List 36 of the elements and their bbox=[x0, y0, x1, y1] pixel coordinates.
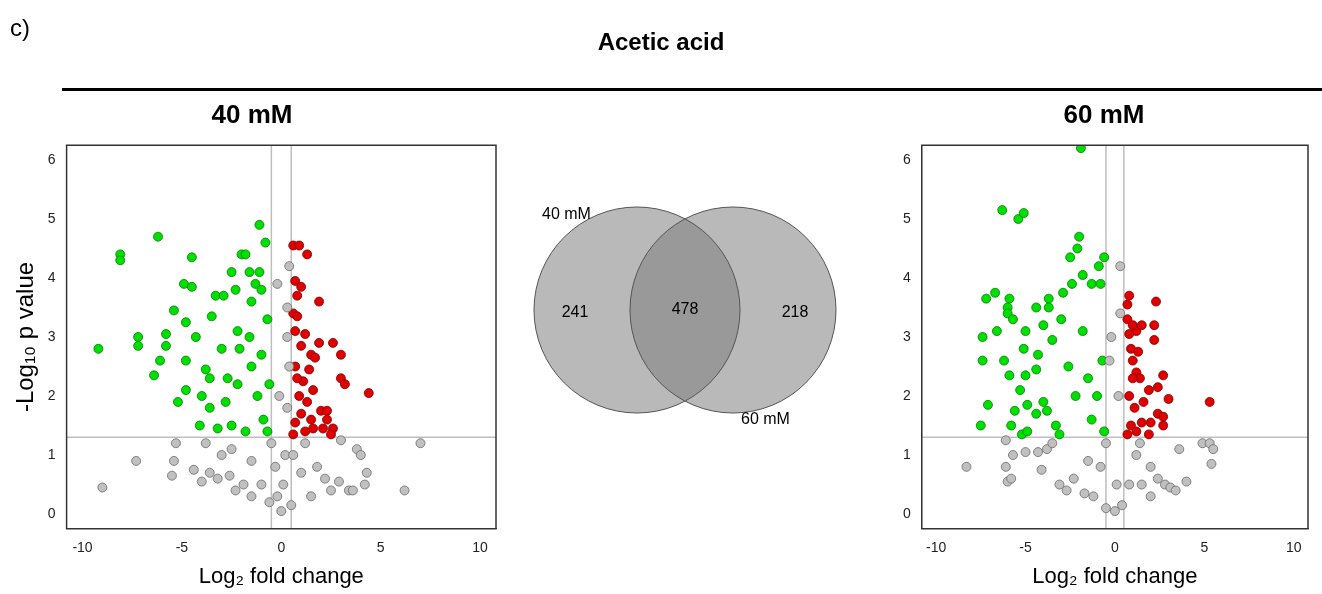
y-tick-label: 1 bbox=[902, 445, 911, 462]
data-label: 218 bbox=[781, 303, 809, 321]
x-tick-label: 0 bbox=[277, 539, 286, 556]
y-tick-label: 3 bbox=[47, 327, 56, 344]
text: Acetic acid bbox=[597, 28, 725, 55]
y-tick-label: 6 bbox=[902, 150, 911, 167]
y-tick-label: 5 bbox=[47, 209, 56, 226]
y-tick-label: 0 bbox=[902, 504, 911, 521]
y-tick-label: 0 bbox=[47, 504, 56, 521]
x-tick-label: -5 bbox=[1019, 539, 1032, 556]
x-tick-label: 0 bbox=[1110, 539, 1119, 556]
x-tick-label: -5 bbox=[175, 539, 189, 556]
y-tick-label: 3 bbox=[902, 327, 911, 344]
y-tick-label: 4 bbox=[902, 268, 911, 285]
chart-title: 40 mM bbox=[211, 98, 293, 129]
y-tick-label: 2 bbox=[47, 386, 56, 403]
x-tick-label: 5 bbox=[1200, 539, 1209, 556]
data-label: 478 bbox=[671, 300, 699, 318]
y-tick-label: 5 bbox=[902, 209, 911, 226]
y-tick-label: 1 bbox=[47, 445, 56, 462]
text: 40 mM bbox=[542, 205, 591, 223]
chart-title: 60 mM bbox=[1063, 98, 1145, 129]
y-tick-label: 4 bbox=[47, 268, 56, 285]
x-tick-label: -10 bbox=[925, 539, 947, 556]
text: 60 mM bbox=[741, 410, 790, 428]
x-axis-title: Log₂ fold change bbox=[198, 562, 364, 588]
x-tick-label: 10 bbox=[1285, 539, 1302, 556]
data-label: 241 bbox=[561, 303, 589, 321]
x-tick-label: 5 bbox=[376, 539, 385, 556]
x-axis-title: Log₂ fold change bbox=[1032, 562, 1198, 588]
y-axis-title: -Log₁₀ p value bbox=[11, 261, 39, 413]
text: c) bbox=[10, 14, 30, 42]
x-tick-label: -10 bbox=[72, 539, 93, 556]
x-tick-label: 10 bbox=[472, 539, 489, 556]
y-tick-label: 2 bbox=[902, 386, 911, 403]
y-tick-label: 6 bbox=[47, 150, 56, 167]
